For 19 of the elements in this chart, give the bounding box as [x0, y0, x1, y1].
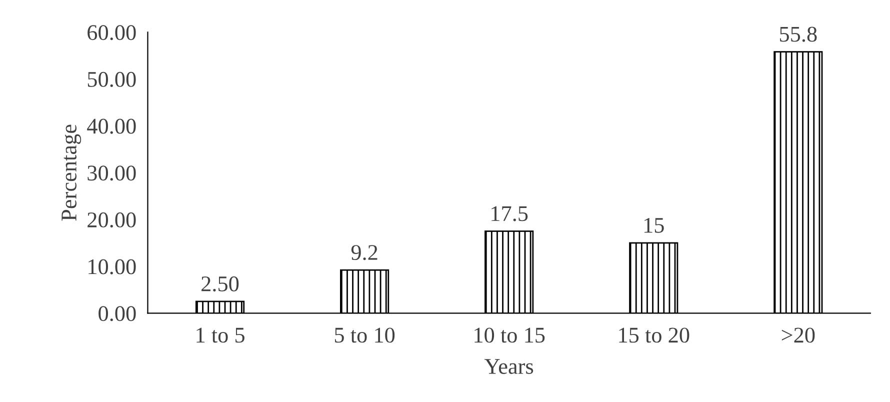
x-tick-label: 10 to 15 — [474, 328, 545, 343]
y-tick-label: 50.00 — [88, 72, 136, 88]
data-label: 9.2 — [351, 245, 378, 260]
y-axis-title: Percentage — [62, 124, 82, 221]
data-label: 2.50 — [202, 276, 239, 292]
y-tick-label: 0.00 — [98, 306, 136, 322]
x-axis-title: Years — [484, 359, 534, 374]
y-tick-label: 60.00 — [88, 25, 136, 40]
x-tick-label: 5 to 10 — [334, 328, 395, 343]
x-tick-label: 1 to 5 — [196, 328, 244, 343]
y-tick-label: 10.00 — [88, 259, 136, 274]
x-tick-label: >20 — [782, 328, 815, 343]
y-tick-label: 20.00 — [88, 212, 136, 228]
data-label: 15 — [644, 218, 664, 233]
y-tick-label: 30.00 — [88, 166, 136, 181]
data-label: 55.8 — [780, 26, 817, 42]
data-label: 17.5 — [492, 206, 528, 222]
y-tick-label: 40.00 — [87, 118, 136, 134]
x-tick-label: 15 to 20 — [619, 328, 690, 343]
